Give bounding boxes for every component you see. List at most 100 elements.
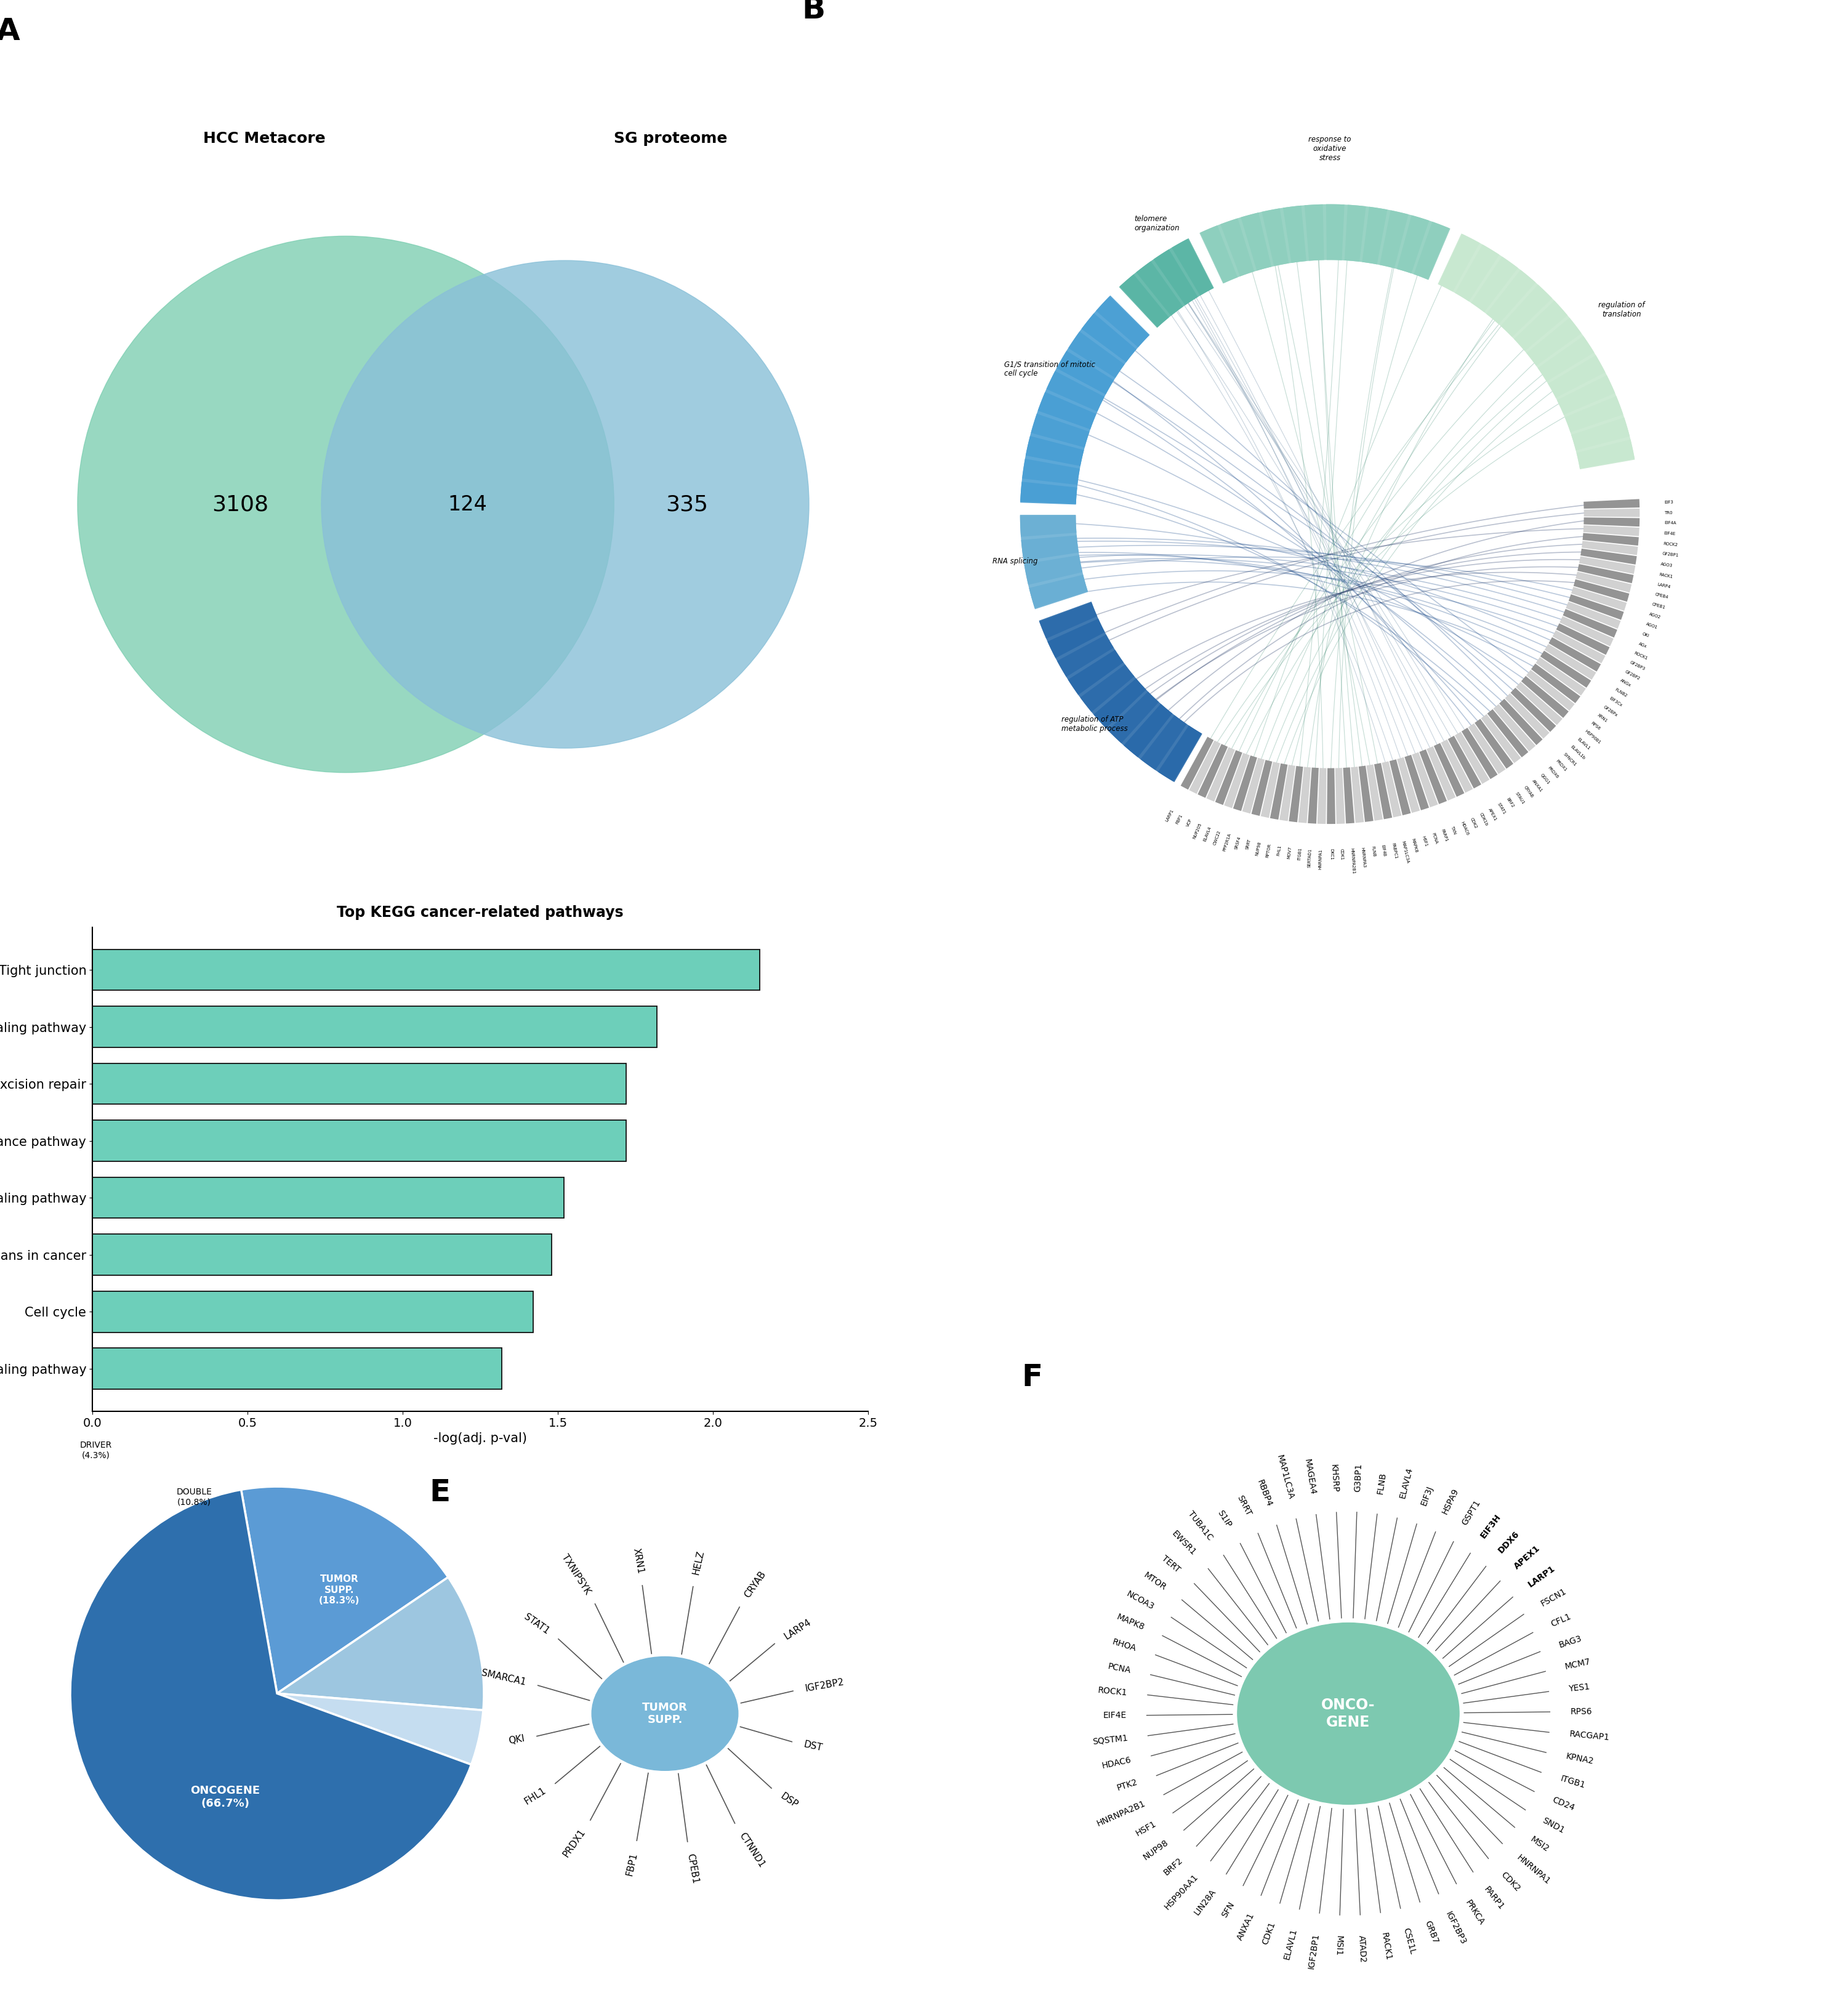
Text: 124: 124 <box>449 494 488 514</box>
Polygon shape <box>1056 351 1114 395</box>
Text: LIN28A: LIN28A <box>1193 1887 1217 1917</box>
Text: HCC Metacore: HCC Metacore <box>203 131 325 145</box>
Polygon shape <box>1487 710 1527 758</box>
Polygon shape <box>1023 554 1082 585</box>
Polygon shape <box>1522 675 1568 718</box>
Polygon shape <box>1020 516 1077 536</box>
Text: E: E <box>429 1478 451 1508</box>
Polygon shape <box>1047 371 1105 411</box>
Text: QKI: QKI <box>508 1734 526 1746</box>
Text: HELZ: HELZ <box>691 1550 706 1577</box>
Text: CDK1b: CDK1b <box>1479 812 1489 827</box>
Text: KHSRP: KHSRP <box>1330 1464 1339 1492</box>
Text: IGF2BP3: IGF2BP3 <box>1444 1909 1468 1945</box>
Polygon shape <box>1031 413 1090 448</box>
Polygon shape <box>1284 206 1306 262</box>
Polygon shape <box>1020 294 1151 506</box>
Polygon shape <box>1345 206 1367 262</box>
Text: RACK1: RACK1 <box>1659 573 1673 579</box>
Text: F: F <box>1021 1363 1044 1393</box>
Text: TXNIPSYK: TXNIPSYK <box>560 1552 593 1597</box>
Text: DST: DST <box>803 1740 824 1754</box>
Polygon shape <box>1511 687 1555 732</box>
Text: ANXA1: ANXA1 <box>1531 780 1542 792</box>
Polygon shape <box>1221 218 1254 276</box>
Text: CPEB1: CPEB1 <box>1651 603 1666 611</box>
Text: PRDX1: PRDX1 <box>1555 760 1568 772</box>
Polygon shape <box>1335 768 1345 825</box>
Text: RPS6: RPS6 <box>1590 722 1601 732</box>
Text: PRDX1: PRDX1 <box>561 1826 587 1859</box>
Bar <box>92 1006 658 1048</box>
Text: SERTAD1: SERTAD1 <box>1308 849 1313 867</box>
Text: RNA splicing: RNA splicing <box>992 558 1038 566</box>
Text: XRN1: XRN1 <box>632 1546 645 1574</box>
Text: NUP205: NUP205 <box>1193 823 1202 839</box>
Text: FHL1: FHL1 <box>1276 845 1282 857</box>
Polygon shape <box>1025 435 1084 466</box>
Polygon shape <box>1500 700 1542 746</box>
Text: TUMOR
SUPP.
(18.3%): TUMOR SUPP. (18.3%) <box>320 1574 360 1605</box>
Polygon shape <box>1563 609 1618 637</box>
Polygon shape <box>1056 635 1114 677</box>
Polygon shape <box>1029 575 1088 609</box>
Polygon shape <box>1197 744 1228 798</box>
Bar <box>92 1290 534 1333</box>
Text: EIF4E: EIF4E <box>1103 1712 1127 1720</box>
Polygon shape <box>1404 754 1430 810</box>
Text: ELAVL1: ELAVL1 <box>1282 1927 1298 1962</box>
Polygon shape <box>1516 681 1563 726</box>
Text: HDAC6: HDAC6 <box>1459 821 1468 837</box>
Text: TR0: TR0 <box>1664 510 1673 514</box>
Bar <box>92 1349 502 1389</box>
Text: GSPT1: GSPT1 <box>1461 1498 1481 1526</box>
Polygon shape <box>1548 637 1601 671</box>
Polygon shape <box>1154 250 1199 304</box>
Polygon shape <box>1020 482 1077 504</box>
Circle shape <box>78 236 613 772</box>
Text: AGO3: AGO3 <box>1660 562 1673 569</box>
Polygon shape <box>1441 740 1472 792</box>
Wedge shape <box>277 1577 484 1710</box>
Text: CSE1L: CSE1L <box>1402 1927 1417 1956</box>
Polygon shape <box>1326 768 1335 825</box>
Text: MAGEA4: MAGEA4 <box>1302 1458 1317 1496</box>
Polygon shape <box>1426 746 1455 800</box>
Polygon shape <box>1537 657 1587 696</box>
Text: OKI: OKI <box>1642 631 1649 637</box>
Text: FLNB: FLNB <box>1370 847 1376 857</box>
Text: CDK1: CDK1 <box>1262 1921 1276 1945</box>
Text: ONCO-
GENE: ONCO- GENE <box>1321 1697 1376 1730</box>
Text: CPEB4: CPEB4 <box>1655 593 1668 599</box>
Text: KPNA2: KPNA2 <box>1564 1752 1594 1766</box>
Polygon shape <box>1526 669 1575 710</box>
Text: CDK2: CDK2 <box>1500 1871 1522 1893</box>
Polygon shape <box>1343 768 1354 823</box>
Polygon shape <box>1468 724 1505 774</box>
Bar <box>92 1121 626 1161</box>
Text: PARP1: PARP1 <box>1481 1885 1505 1911</box>
Text: HSF1: HSF1 <box>1420 835 1428 847</box>
Polygon shape <box>1566 601 1620 629</box>
Text: EIF3: EIF3 <box>1664 500 1673 504</box>
Polygon shape <box>1583 500 1640 508</box>
Text: ROCK1: ROCK1 <box>1633 651 1649 661</box>
Text: ROCK2: ROCK2 <box>1662 542 1677 546</box>
Polygon shape <box>1350 766 1363 823</box>
Polygon shape <box>1308 768 1319 825</box>
Polygon shape <box>1455 244 1500 300</box>
Polygon shape <box>1531 663 1581 704</box>
Polygon shape <box>1437 234 1635 470</box>
Text: HNRNPA2B1: HNRNPA2B1 <box>1095 1798 1147 1829</box>
Polygon shape <box>1289 766 1304 823</box>
Text: PCNA: PCNA <box>1106 1661 1132 1675</box>
Polygon shape <box>1136 262 1184 317</box>
Polygon shape <box>1568 595 1624 619</box>
Text: EIF4A: EIF4A <box>1664 522 1677 526</box>
Polygon shape <box>1433 744 1465 796</box>
Text: HNRNPA1: HNRNPA1 <box>1319 849 1322 869</box>
Polygon shape <box>1575 573 1631 593</box>
Polygon shape <box>1068 649 1123 696</box>
Polygon shape <box>1583 526 1640 536</box>
Polygon shape <box>1439 234 1479 292</box>
